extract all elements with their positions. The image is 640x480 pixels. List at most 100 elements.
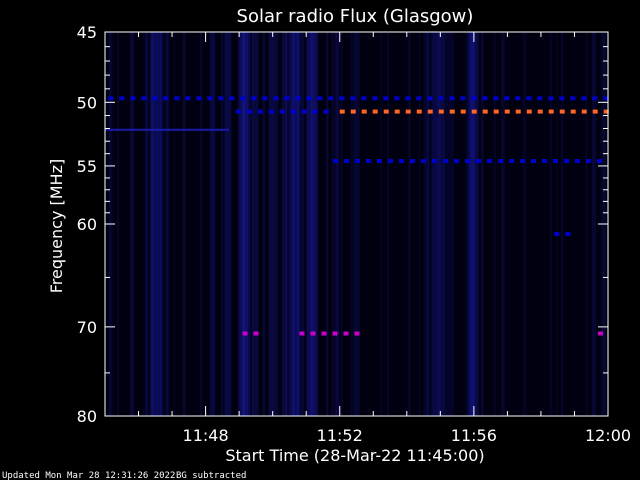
background-streak: [224, 32, 228, 416]
feature-dash: [553, 159, 559, 164]
feature-dash: [339, 96, 345, 101]
feature-dash: [454, 159, 460, 164]
background-streak: [442, 32, 445, 416]
feature-dash: [361, 109, 367, 114]
haze-streak: [225, 32, 232, 416]
haze-streak: [281, 32, 288, 416]
feature-dash: [301, 109, 307, 114]
haze-streak: [306, 32, 312, 416]
feature-dash: [394, 109, 400, 114]
feature-dash: [366, 159, 372, 164]
feature-dash: [163, 96, 169, 101]
feature-dash: [229, 96, 235, 101]
feature-dash: [564, 159, 570, 164]
haze-streak: [292, 32, 299, 416]
y-tick-label: 80: [77, 407, 97, 426]
haze-streak: [469, 32, 474, 416]
feature-dash: [312, 109, 318, 114]
feature-dash: [427, 109, 433, 114]
haze-streak: [436, 32, 445, 416]
feature-dash: [383, 96, 389, 101]
feature-dash: [460, 96, 466, 101]
background-streak: [331, 32, 335, 416]
background-streak: [386, 32, 390, 416]
background-streak: [223, 32, 227, 416]
background-streak: [285, 32, 288, 416]
feature-dash: [240, 96, 246, 101]
feature-dash: [388, 159, 394, 164]
haze-streak: [149, 32, 155, 416]
plot-area: [105, 32, 608, 416]
feature-dash: [332, 331, 338, 336]
background-streak: [351, 32, 355, 416]
haze-streak: [468, 32, 472, 416]
feature-dash: [306, 96, 312, 101]
feature-dash: [321, 331, 327, 336]
haze-streak: [240, 32, 248, 416]
feature-dash: [460, 109, 466, 114]
y-axis-title: Frequency [MHz]: [47, 159, 66, 293]
background-streak: [549, 32, 553, 416]
feature-dash: [537, 109, 543, 114]
feature-dash: [119, 96, 125, 101]
feature-dash: [328, 96, 334, 101]
haze-streak: [150, 32, 155, 416]
background-streak: [130, 32, 135, 416]
x-tick-label: 12:00: [585, 426, 631, 445]
background-streak: [182, 32, 186, 416]
y-tick-label: 60: [77, 215, 97, 234]
feature-dash: [405, 96, 411, 101]
feature-dash: [350, 109, 356, 114]
feature-dash: [438, 96, 444, 101]
background-streak: [312, 32, 316, 416]
feature-dash: [603, 109, 609, 114]
feature-dash: [592, 96, 598, 101]
background-streak: [146, 32, 148, 416]
background-streak: [355, 32, 360, 416]
background-streak: [435, 32, 437, 416]
haze-streak: [157, 32, 162, 416]
feature-dash: [257, 109, 263, 114]
feature-dash: [235, 109, 241, 114]
haze-streak: [471, 32, 476, 416]
background-streak: [522, 32, 527, 416]
feature-dash: [476, 159, 482, 164]
feature-dash: [416, 96, 422, 101]
haze-streak: [151, 32, 158, 416]
haze-streak: [470, 32, 474, 416]
y-tick-label: 45: [77, 23, 97, 42]
feature-dash: [130, 96, 136, 101]
haze-streak: [249, 32, 254, 416]
feature-dash: [141, 96, 147, 101]
background-streak: [437, 32, 441, 416]
feature-dash: [185, 96, 191, 101]
haze-streak: [310, 32, 318, 416]
haze-streak: [427, 32, 430, 416]
haze-streak: [430, 32, 437, 416]
feature-dash: [377, 159, 383, 164]
haze-streak: [157, 32, 162, 416]
feature-dash: [152, 96, 158, 101]
haze-streak: [156, 32, 162, 416]
y-axis: 45 50 55 60 70 80: [77, 23, 608, 426]
feature-dash: [526, 109, 532, 114]
feature-dash: [493, 109, 499, 114]
haze-streak: [431, 32, 440, 416]
background-streak: [173, 32, 176, 416]
background-streak: [418, 32, 421, 416]
background-streak: [493, 32, 496, 416]
background-streak: [433, 32, 435, 416]
background-streak: [408, 32, 411, 416]
background-streak: [213, 32, 216, 416]
haze-streak: [446, 32, 455, 416]
feature-dash: [575, 159, 581, 164]
feature-dash: [570, 109, 576, 114]
haze-streak: [310, 32, 314, 416]
feature-dash: [317, 96, 323, 101]
feature-dash: [273, 96, 279, 101]
feature-dash: [559, 109, 565, 114]
feature-dash: [268, 109, 274, 114]
x-axis: 11:48 11:52 11:56 12:00: [138, 32, 631, 445]
feature-dash: [372, 96, 378, 101]
